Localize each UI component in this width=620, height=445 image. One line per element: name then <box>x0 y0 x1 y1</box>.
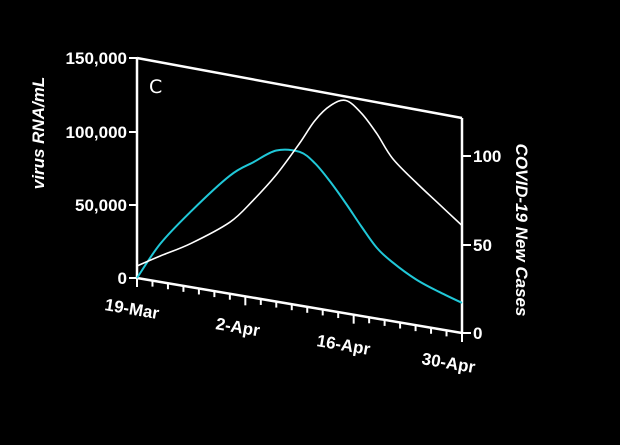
left-y-tick-label: 0 <box>118 269 127 288</box>
left-y-axis-title: virus RNA/mL <box>29 77 48 189</box>
chart-top-border <box>136 56 463 120</box>
left-y-tick-label: 100,000 <box>66 123 127 142</box>
right-y-ticks <box>462 155 471 334</box>
x-axis <box>136 276 463 335</box>
panel-label: C <box>149 76 162 98</box>
right-y-tick-label: 50 <box>473 236 492 255</box>
x-tick-label: 30-Apr <box>420 349 477 377</box>
left-y-ticks <box>129 57 137 279</box>
series-line-new-cases <box>136 99 463 267</box>
series-group <box>136 99 463 304</box>
series-line-virus-rna <box>136 148 463 304</box>
left-y-tick-label: 50,000 <box>75 196 127 215</box>
right-y-tick-label: 100 <box>473 147 501 166</box>
x-tick-label: 19-Mar <box>103 295 161 323</box>
x-tick-label: 2-Apr <box>214 314 261 340</box>
left-y-tick-label: 150,000 <box>66 49 127 68</box>
x-ticks <box>136 278 463 342</box>
right-y-tick-label: 0 <box>473 324 482 343</box>
right-y-axis-title: COVID-19 New Cases <box>512 144 531 317</box>
x-tick-label: 16-Apr <box>315 331 372 359</box>
